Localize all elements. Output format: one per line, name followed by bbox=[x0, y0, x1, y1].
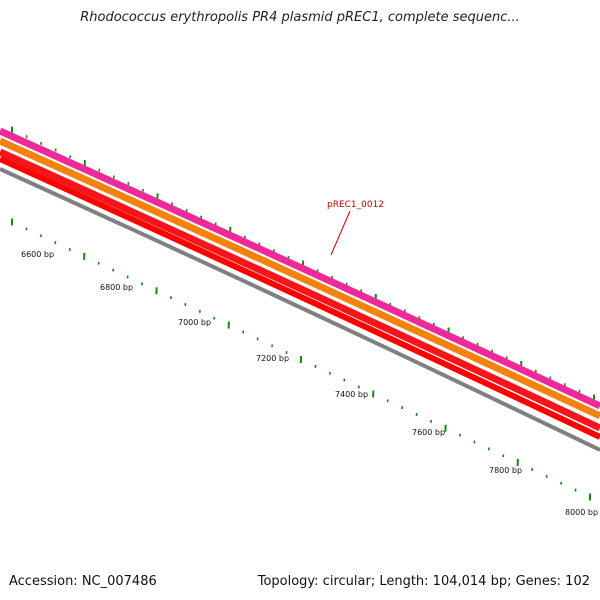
backbone-track bbox=[0, 167, 600, 452]
accession-text: Accession: NC_007486 bbox=[9, 574, 157, 589]
tick-label-6800: 6800 bp bbox=[100, 283, 133, 292]
tick-label-7200: 7200 bp bbox=[256, 354, 289, 363]
feature-track-outer bbox=[0, 127, 600, 410]
gene-label-prec1-0012[interactable]: pREC1_0012 bbox=[327, 200, 384, 210]
tick-label-8000: 8000 bp bbox=[565, 508, 598, 517]
gene-label-pointer bbox=[330, 210, 351, 256]
feature-track-third bbox=[0, 148, 600, 432]
topology-summary-text: Topology: circular; Length: 104,014 bp; … bbox=[257, 574, 590, 589]
map-title: Rhodococcus erythropolis PR4 plasmid pRE… bbox=[80, 10, 520, 25]
tick-label-7800: 7800 bp bbox=[489, 466, 522, 475]
feature-track-second bbox=[0, 137, 600, 420]
tick-label-6600: 6600 bp bbox=[21, 250, 54, 259]
tick-label-7600: 7600 bp bbox=[412, 428, 445, 437]
tick-label-7000: 7000 bp bbox=[178, 318, 211, 327]
tick-label-7400: 7400 bp bbox=[335, 390, 368, 399]
feature-track-fourth bbox=[0, 156, 600, 440]
lower-tick-marks bbox=[10, 218, 592, 501]
